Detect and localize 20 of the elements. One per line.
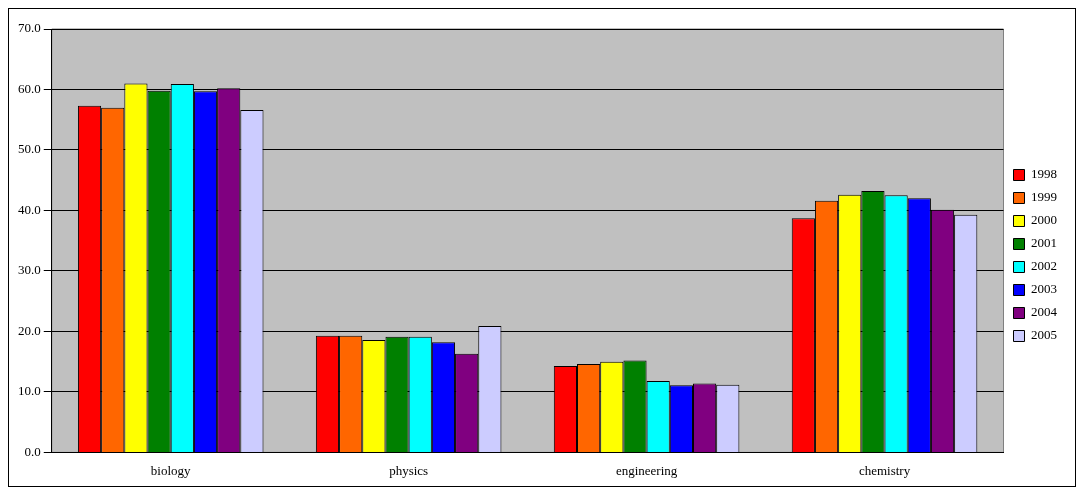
legend-label: 2003 — [1031, 281, 1057, 297]
x-tick-label: engineering — [615, 462, 678, 478]
y-tick-label: 0.0 — [24, 443, 41, 459]
y-tick-label: 40.0 — [18, 201, 41, 217]
legend-label: 2000 — [1031, 212, 1057, 228]
legend-label: 2001 — [1031, 235, 1057, 251]
x-tick-label: physics — [389, 462, 429, 478]
y-tick-label: 60.0 — [18, 80, 41, 96]
legend-label: 2005 — [1031, 327, 1057, 343]
legend-label: 1999 — [1031, 189, 1057, 205]
y-tick-label: 50.0 — [18, 141, 41, 157]
y-tick-label: 20.0 — [18, 322, 41, 338]
y-tick-label: 70.0 — [18, 20, 41, 36]
y-tick-label: 10.0 — [18, 383, 41, 399]
legend-label: 1998 — [1031, 166, 1057, 182]
x-tick-label: chemistry — [858, 462, 911, 478]
x-tick-label: biology — [150, 462, 192, 478]
y-tick-label: 30.0 — [18, 262, 41, 278]
legend-label: 2002 — [1031, 258, 1057, 274]
legend-label: 2004 — [1031, 304, 1058, 320]
